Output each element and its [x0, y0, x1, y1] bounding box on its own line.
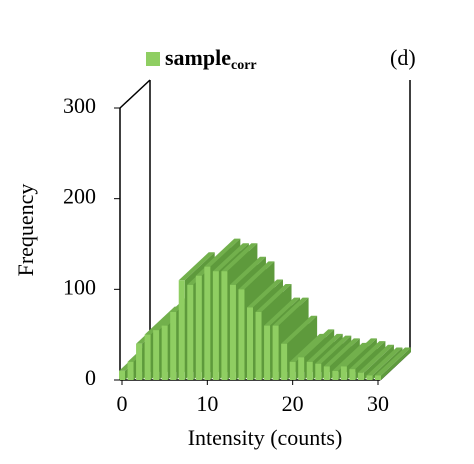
y-tick-label: 0	[85, 365, 96, 390]
bar	[238, 289, 245, 380]
bar	[298, 357, 305, 380]
x-axis-label: Intensity (counts)	[188, 425, 343, 450]
legend-label: samplecorr	[165, 45, 257, 73]
bar-top	[255, 284, 292, 312]
bar	[349, 369, 356, 380]
bar-top	[323, 338, 360, 367]
bar-top	[340, 338, 377, 367]
bar-top	[375, 347, 411, 376]
bar	[153, 330, 160, 380]
annotation: (d)	[390, 45, 416, 70]
bar	[255, 312, 262, 380]
bar-top	[204, 238, 241, 267]
bar-top	[229, 256, 266, 285]
bar	[264, 325, 271, 380]
bar	[289, 361, 296, 380]
bar	[340, 366, 347, 380]
bar	[366, 375, 373, 380]
x-tick-label: 0	[117, 391, 128, 416]
bar	[272, 325, 279, 380]
legend-name: sample	[165, 45, 231, 70]
bar	[127, 361, 134, 380]
bar	[357, 372, 364, 380]
bar-side	[381, 347, 411, 380]
bar-top	[221, 243, 258, 272]
bar-top	[212, 243, 249, 272]
bar-top	[272, 297, 309, 326]
bar	[144, 334, 151, 380]
legend-swatch	[146, 52, 160, 66]
bar-top	[178, 252, 215, 281]
y-tick-label: 300	[63, 93, 96, 118]
frame-edge	[119, 79, 151, 109]
x-tick-label: 10	[196, 391, 218, 416]
bar	[178, 280, 185, 380]
bar-top	[315, 335, 352, 364]
bar-top	[264, 297, 301, 326]
bar	[221, 271, 228, 380]
bar-top	[357, 344, 394, 373]
bar-top	[247, 279, 283, 308]
bar-top	[366, 347, 403, 376]
x-tick-label: 30	[367, 391, 389, 416]
bar	[187, 284, 194, 380]
bar	[204, 266, 211, 380]
bar	[212, 271, 219, 380]
bar-top	[281, 315, 318, 344]
x-tick-label: 20	[282, 391, 304, 416]
bar	[323, 366, 330, 380]
y-tick-label: 200	[63, 184, 96, 209]
y-axis-label: Frequency	[13, 184, 38, 277]
bar	[229, 284, 236, 380]
bar-top	[238, 261, 275, 290]
bar	[119, 370, 125, 380]
bar	[170, 312, 177, 380]
bar	[136, 343, 143, 380]
bar	[247, 307, 253, 380]
bar-top	[298, 329, 335, 358]
y-tick-label: 100	[63, 274, 96, 299]
bar	[332, 370, 339, 380]
bar	[281, 343, 288, 380]
bar-top	[349, 341, 386, 370]
legend-subscript: corr	[231, 58, 257, 73]
bar	[195, 275, 202, 380]
bar	[306, 361, 313, 380]
bar	[315, 363, 322, 380]
bar	[375, 375, 381, 380]
bar-top	[306, 333, 343, 362]
bars	[119, 238, 411, 380]
bar	[161, 325, 168, 380]
